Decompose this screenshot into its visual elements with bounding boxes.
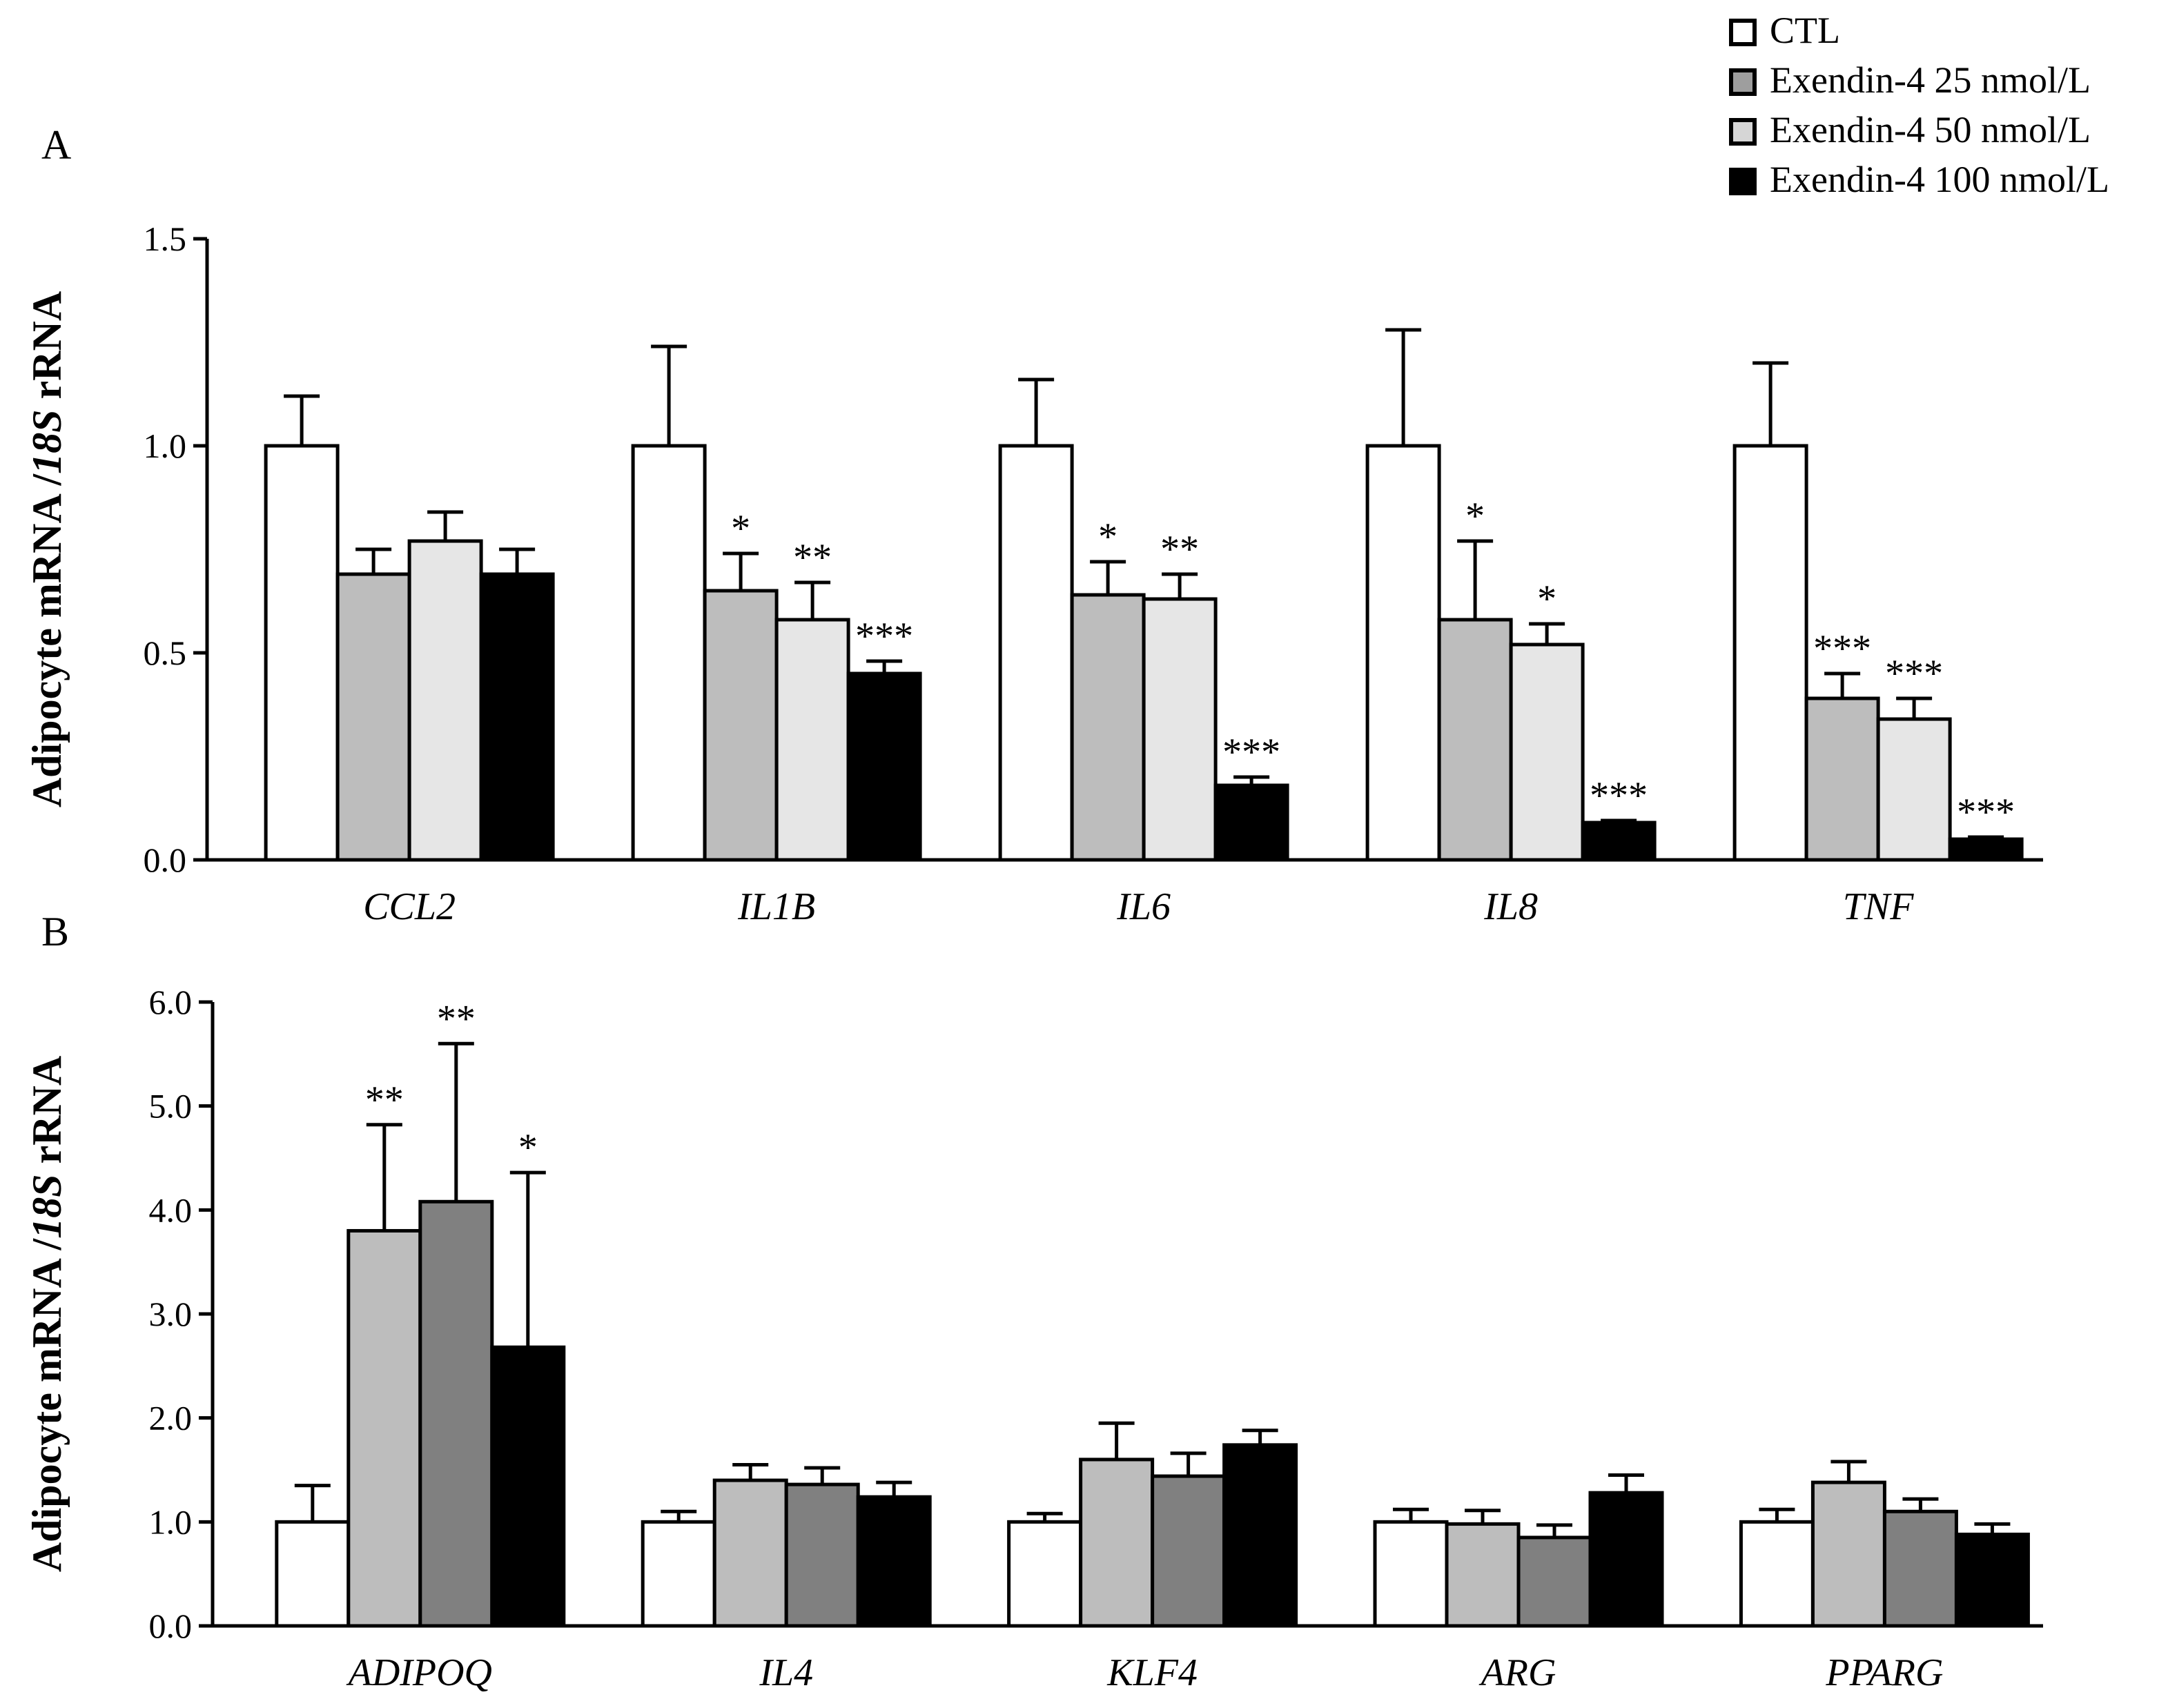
- panel-a-significance-mark: *: [1098, 516, 1117, 558]
- panel-a-significance-mark: *: [731, 507, 750, 550]
- panel-b-bar-klf4-exendin-4-100-nmol-l: [1222, 1443, 1298, 1628]
- panel-a-bar-il8-exendin-4-100-nmol-l: [1581, 821, 1657, 862]
- panel-a-significance-mark: **: [1160, 528, 1199, 571]
- panel-b-y-tick-label: 0.0: [149, 1607, 193, 1645]
- panel-b-bar-arg-exendin-4-100-nmol-l: [1588, 1491, 1664, 1628]
- panel-b-y-tick-label: 3.0: [149, 1295, 193, 1333]
- panel-a-significance-mark: ***: [1590, 774, 1648, 817]
- panel-a-bar-il1b-exendin-4-50-nmol-l: [774, 618, 850, 862]
- panel-b-bar-il4-ctl: [641, 1520, 716, 1628]
- panel-a-bar-tnf-exendin-4-100-nmol-l: [1948, 837, 2024, 862]
- panel-b-bar-adipoq-exendin-4-100-nmol-l: [490, 1345, 566, 1628]
- panel-a-bar-il8-exendin-4-25-nmol-l: [1437, 618, 1513, 862]
- panel-a-y-axis-label-part: 18S: [24, 409, 70, 473]
- panel-b-significance-mark: **: [365, 1079, 404, 1121]
- panel-a-y-tick-label: 0.5: [144, 634, 187, 672]
- legend-swatch-exendin-4-100-nmol-l: [1729, 168, 1757, 195]
- legend-label-ctl: CTL: [1770, 10, 1840, 51]
- panel-b-y-tick-label: 1.0: [149, 1502, 193, 1541]
- panel-a-y-tick-label: 1.5: [144, 219, 187, 258]
- panel-b-y-tick-label: 2.0: [149, 1399, 193, 1437]
- panel-b-bar-il4-exendin-4-50-nmol-l: [784, 1482, 860, 1628]
- panel-b-y-axis-label-part: 18S: [24, 1174, 70, 1238]
- legend-swatch-ctl: [1729, 19, 1757, 46]
- legend-label-exendin-4-100-nmol-l: Exendin-4 100 nmol/L: [1770, 159, 2109, 200]
- panel-a-bar-ccl2-ctl: [264, 444, 340, 862]
- panel-a-bar-tnf-exendin-4-50-nmol-l: [1876, 717, 1952, 862]
- panel-b-bar-il4-exendin-4-25-nmol-l: [712, 1478, 788, 1628]
- panel-a-bar-il6-exendin-4-100-nmol-l: [1213, 783, 1289, 862]
- panel-b-y-tick-label: 5.0: [149, 1087, 193, 1126]
- panel-a-significance-mark: *: [1465, 495, 1485, 538]
- panel-a-category-label-tnf: TNF: [1843, 885, 1914, 928]
- panel-b-bar-pparg-ctl: [1739, 1520, 1815, 1628]
- panel-b-y-tick-label: 4.0: [149, 1190, 193, 1229]
- panel-a-y-axis-label: Adipocyte mRNA /18S rRNA: [24, 291, 70, 807]
- panel-a-significance-mark: ***: [1885, 652, 1943, 695]
- panel-a-bar-il6-ctl: [998, 444, 1074, 862]
- panel-a-bar-il1b-ctl: [631, 444, 707, 862]
- panel-a-significance-mark: *: [1537, 578, 1556, 620]
- panel-b-bar-adipoq-exendin-4-25-nmol-l: [346, 1228, 422, 1628]
- panel-b-y-axis-label-part: rRNA: [24, 1056, 70, 1175]
- panel-label-b: B: [41, 909, 69, 954]
- panel-b-category-label-pparg: PPARG: [1825, 1651, 1943, 1694]
- legend-swatch-exendin-4-25-nmol-l: [1729, 68, 1757, 96]
- panel-b-bar-klf4-exendin-4-50-nmol-l: [1151, 1474, 1227, 1628]
- panel-b-bar-arg-exendin-4-25-nmol-l: [1445, 1522, 1521, 1628]
- panel-a-bar-il1b-exendin-4-25-nmol-l: [703, 589, 779, 862]
- panel-b-bar-arg-ctl: [1373, 1520, 1449, 1628]
- panel-a-significance-mark: ***: [1813, 627, 1871, 670]
- panel-b-significance-mark: *: [518, 1126, 538, 1169]
- panel-b-category-label-arg: ARG: [1478, 1651, 1556, 1694]
- panel-b-y-tick-label: 6.0: [149, 983, 193, 1021]
- panel-b-bar-il4-exendin-4-100-nmol-l: [856, 1495, 932, 1628]
- panel-a-bar-il8-exendin-4-50-nmol-l: [1509, 642, 1585, 862]
- panel-a-significance-mark: ***: [1222, 731, 1280, 774]
- panel-a-bar-tnf-exendin-4-25-nmol-l: [1804, 696, 1880, 862]
- panel-a-significance-mark: **: [793, 536, 832, 579]
- panel-a-y-axis-label-part: rRNA: [24, 291, 70, 410]
- panel-b-bar-klf4-exendin-4-25-nmol-l: [1079, 1457, 1155, 1628]
- panel-a-bar-il8-ctl: [1365, 444, 1441, 862]
- panel-a-bar-ccl2-exendin-4-100-nmol-l: [479, 572, 555, 862]
- panel-a-significance-mark: ***: [855, 615, 913, 658]
- panel-a-category-label-il8: IL8: [1483, 885, 1538, 928]
- panel-a-category-label-il1b: IL1B: [737, 885, 815, 928]
- panel-b-y-axis-label-part: Adipocyte mRNA /: [24, 1238, 70, 1573]
- panel-b-category-label-klf4: KLF4: [1106, 1651, 1198, 1694]
- panel-a-category-label-ccl2: CCL2: [363, 885, 456, 928]
- legend: CTL Exendin-4 25 nmol/L Exendin-4 50 nmol/…: [1729, 10, 2109, 200]
- panel-a-significance-mark: ***: [1957, 791, 2015, 834]
- panel-a-bar-tnf-ctl: [1732, 444, 1808, 862]
- panel-a-bar-ccl2-exendin-4-50-nmol-l: [407, 539, 483, 862]
- panel-b-y-axis-label: Adipocyte mRNA /18S rRNA: [24, 1056, 70, 1572]
- panel-b-chart: 0.0 1.0 2.0 3.0 4.0 5.0 6.0 Adipocyte mRNA /18S…: [24, 983, 2043, 1694]
- legend-label-exendin-4-25-nmol-l: Exendin-4 25 nmol/L: [1770, 59, 2091, 101]
- panel-a-y-tick-label: 0.0: [144, 841, 187, 879]
- panel-a-category-label-il6: IL6: [1116, 885, 1171, 928]
- panel-b-bar-klf4-ctl: [1007, 1520, 1083, 1628]
- panel-b-bar-pparg-exendin-4-25-nmol-l: [1810, 1480, 1886, 1628]
- panel-a-y-axis-label-part: Adipocyte mRNA /: [24, 473, 70, 808]
- panel-a-chart: 0.0 0.5 1.0 1.5 Adipocyte mRNA /18S rRNA CCL2…: [24, 219, 2043, 928]
- legend-swatch-exendin-4-50-nmol-l: [1729, 118, 1757, 146]
- panel-a-bar-il6-exendin-4-50-nmol-l: [1142, 597, 1218, 862]
- panel-b-bar-adipoq-ctl: [275, 1520, 351, 1628]
- panel-a-y-tick-label: 1.0: [144, 426, 187, 465]
- panel-a-bar-il6-exendin-4-25-nmol-l: [1070, 593, 1146, 862]
- panel-a-bar-il1b-exendin-4-100-nmol-l: [846, 671, 922, 862]
- panel-label-a: A: [41, 122, 71, 168]
- panel-b-bar-adipoq-exendin-4-50-nmol-l: [418, 1199, 494, 1628]
- panel-b-bar-pparg-exendin-4-50-nmol-l: [1882, 1509, 1958, 1628]
- panel-b-category-label-il4: IL4: [759, 1651, 813, 1694]
- panel-b-bar-arg-exendin-4-50-nmol-l: [1516, 1535, 1592, 1628]
- panel-a-bar-ccl2-exendin-4-25-nmol-l: [335, 572, 411, 862]
- legend-label-exendin-4-50-nmol-l: Exendin-4 50 nmol/L: [1770, 109, 2091, 150]
- panel-b-bar-pparg-exendin-4-100-nmol-l: [1954, 1532, 2030, 1628]
- panel-b-significance-mark: **: [437, 997, 476, 1040]
- panel-b-category-label-adipoq: ADIPOQ: [346, 1651, 492, 1694]
